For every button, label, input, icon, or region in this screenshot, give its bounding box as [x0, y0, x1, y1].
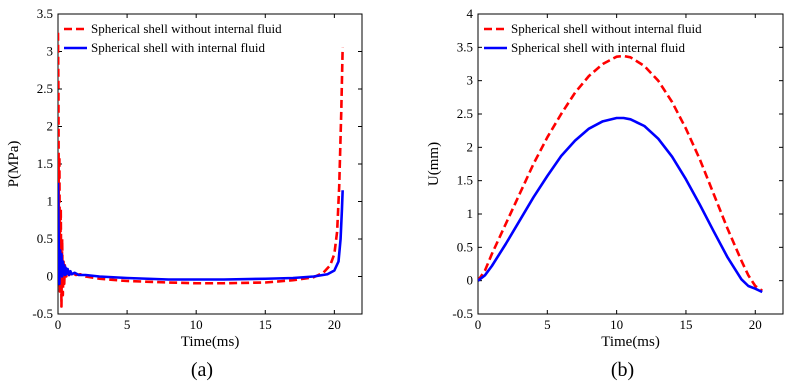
y-tick-label: 3.5 [457, 39, 473, 54]
legend: Spherical shell without internal fluid Sp… [484, 21, 702, 55]
y-tick-label: 1.5 [457, 173, 473, 188]
y-tick-label: -0.5 [452, 306, 473, 321]
series-line-with-fluid [58, 182, 344, 286]
x-tick-label: 0 [55, 317, 62, 332]
y-axis-label: P(MPa) [6, 141, 22, 188]
legend-entry-label: Spherical shell without internal fluid [91, 21, 282, 36]
y-tick-label: 1.5 [37, 156, 53, 171]
y-tick-label: 2.5 [37, 81, 53, 96]
y-tick-label: 3.5 [37, 6, 53, 21]
y-tick-label: 0.5 [37, 231, 53, 246]
y-tick-label: 2.5 [457, 106, 473, 121]
legend-entry-label: Spherical shell without internal fluid [511, 21, 702, 36]
x-axis-label: Time(ms) [601, 334, 660, 350]
y-tick-label: 3 [467, 73, 474, 88]
x-tick-label: 5 [124, 317, 131, 332]
x-tick-label: 20 [749, 317, 762, 332]
panel-label: (b) [611, 359, 634, 381]
x-tick-label: 20 [328, 317, 341, 332]
y-tick-label: 3 [47, 44, 54, 59]
legend-entry-label: Spherical shell with internal fluid [91, 40, 266, 55]
y-tick-label: 0.5 [457, 239, 473, 254]
x-tick-label: 15 [679, 317, 692, 332]
x-tick-label: 15 [259, 317, 272, 332]
x-tick-label: 5 [544, 317, 551, 332]
y-tick-label: 4 [467, 6, 474, 21]
y-tick-label: 0 [467, 273, 474, 288]
y-tick-label: 0 [47, 269, 54, 284]
legend: Spherical shell without internal fluid Sp… [64, 21, 282, 55]
legend-entry-label: Spherical shell with internal fluid [511, 40, 686, 55]
x-tick-label: 10 [610, 317, 623, 332]
series-line-without-fluid [58, 32, 344, 308]
x-axis-label: Time(ms) [181, 334, 240, 350]
y-tick-label: 1 [47, 194, 54, 209]
y-tick-label: 1 [467, 206, 474, 221]
series-line-without-fluid [478, 54, 763, 292]
y-axis-label: U(mm) [426, 142, 442, 186]
x-tick-label: 10 [190, 317, 203, 332]
y-tick-label: 2 [467, 139, 474, 154]
y-tick-label: 2 [47, 119, 54, 134]
plot-area-frame [477, 13, 784, 315]
y-tick-label: -0.5 [32, 306, 53, 321]
plot-area-frame [57, 13, 363, 315]
series-line-with-fluid [478, 116, 763, 294]
x-tick-label: 0 [475, 317, 482, 332]
panel-label: (a) [191, 359, 213, 381]
